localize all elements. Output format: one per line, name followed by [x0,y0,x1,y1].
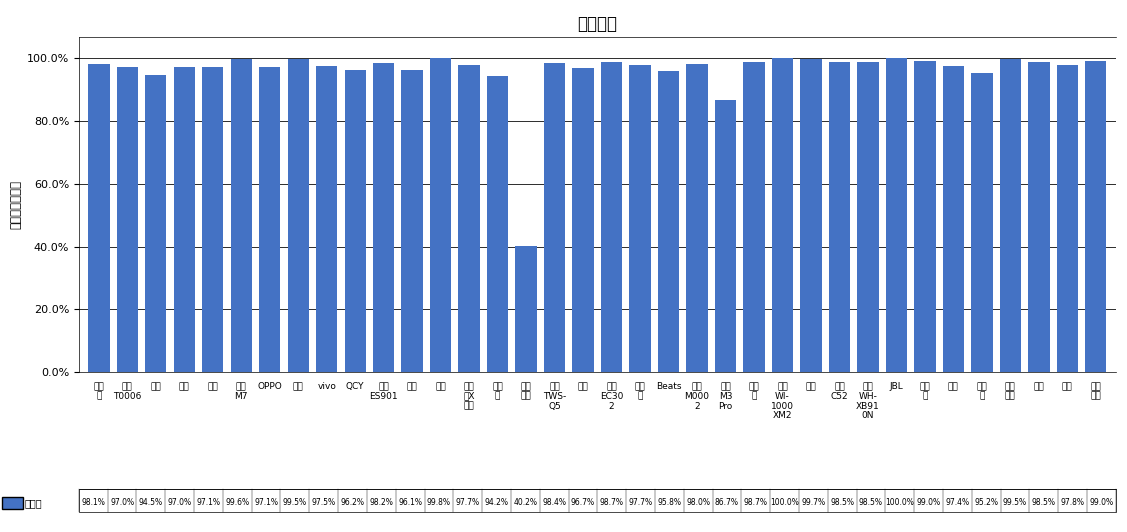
Bar [316,65,337,372]
Text: 98.7%: 98.7% [600,498,623,507]
Text: 97.8%: 97.8% [1061,498,1084,507]
Bar [431,59,451,372]
Text: 99.7%: 99.7% [801,498,825,507]
Bar [686,64,708,372]
Bar [145,75,167,372]
Bar [914,61,935,372]
Text: 97.1%: 97.1% [196,498,221,507]
Bar [459,65,480,372]
Text: 98.5%: 98.5% [859,498,882,507]
Bar [601,62,622,372]
Text: 98.5%: 98.5% [831,498,854,507]
Text: 97.0%: 97.0% [168,498,192,507]
Text: 99.0%: 99.0% [1090,498,1113,507]
Text: 98.5%: 98.5% [1031,498,1056,507]
Bar [772,57,793,372]
Bar [629,65,650,372]
Bar [1085,61,1107,372]
Bar [971,73,993,372]
Text: 正确率: 正确率 [25,498,43,508]
Text: 98.1%: 98.1% [81,498,105,507]
Bar [202,67,223,372]
Text: 97.7%: 97.7% [455,498,480,507]
Bar [573,68,594,372]
Bar [828,62,850,372]
Bar [231,59,252,372]
Text: 95.2%: 95.2% [974,498,999,507]
Text: 99.6%: 99.6% [225,498,249,507]
Bar [116,67,137,372]
Text: 100.0%: 100.0% [886,498,914,507]
Text: 98.2%: 98.2% [370,498,393,507]
Text: 97.5%: 97.5% [312,498,336,507]
Bar [658,71,680,372]
Bar [401,70,423,372]
Bar [259,67,281,372]
Bar [886,57,907,372]
Bar [1057,64,1079,372]
Text: 97.1%: 97.1% [254,498,278,507]
Bar [88,64,109,372]
Text: 95.8%: 95.8% [657,498,682,507]
Bar [373,63,394,372]
Bar [515,246,536,372]
Text: 94.5%: 94.5% [139,498,163,507]
Bar [942,66,964,372]
Text: 98.0%: 98.0% [686,498,710,507]
Text: 97.7%: 97.7% [629,498,653,507]
Text: 40.2%: 40.2% [513,498,538,507]
Bar [858,62,879,372]
Bar [715,99,736,372]
Text: 96.7%: 96.7% [571,498,595,507]
Bar [287,59,309,372]
Bar [487,76,508,372]
Bar [800,59,822,372]
Bar [345,70,366,372]
Bar [744,62,764,372]
Text: 98.7%: 98.7% [744,498,767,507]
Bar [174,67,195,372]
Bar [544,63,566,372]
Text: 98.4%: 98.4% [542,498,566,507]
Text: 97.0%: 97.0% [110,498,134,507]
Text: 96.1%: 96.1% [398,498,423,507]
Text: 100.0%: 100.0% [770,498,799,507]
Y-axis label: 主观测试正确率: 主观测试正确率 [10,180,23,229]
Text: 99.8%: 99.8% [427,498,451,507]
Text: 99.5%: 99.5% [1003,498,1027,507]
Bar [1028,62,1049,372]
Text: 86.7%: 86.7% [715,498,739,507]
Text: 96.2%: 96.2% [340,498,364,507]
Bar [1000,59,1021,372]
Title: 通话降噪: 通话降噪 [577,15,618,33]
Text: 94.2%: 94.2% [485,498,508,507]
Text: 97.4%: 97.4% [946,498,969,507]
Text: 99.0%: 99.0% [916,498,941,507]
Text: 99.5%: 99.5% [283,498,307,507]
